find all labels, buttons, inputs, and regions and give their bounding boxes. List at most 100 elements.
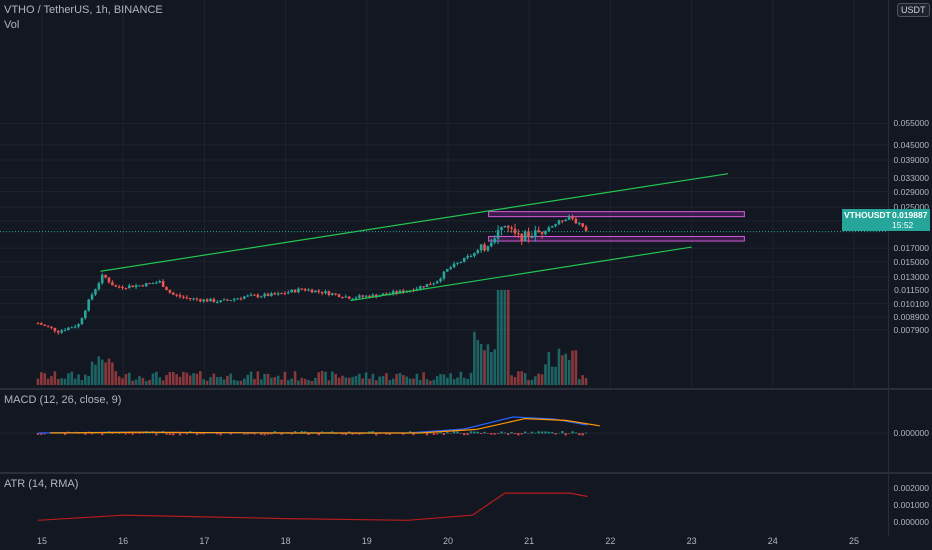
macd-histogram-bar xyxy=(216,433,219,435)
time-tick-label: 20 xyxy=(442,536,454,546)
volume-bar xyxy=(554,366,557,385)
candle-body xyxy=(523,231,527,242)
macd-axis[interactable]: 0.000000 xyxy=(888,390,932,472)
currency-button[interactable]: USDT xyxy=(897,3,930,17)
volume-bar xyxy=(490,352,493,385)
macd-chart[interactable] xyxy=(0,390,888,472)
volume-bar xyxy=(462,377,466,385)
price-chart[interactable] xyxy=(0,0,888,388)
volume-bar xyxy=(50,376,53,385)
price-chart-pane[interactable]: VTHO / TetherUS, 1h, BINANCE Vol xyxy=(0,0,888,388)
volume-bar xyxy=(104,362,107,385)
macd-histogram-bar xyxy=(584,432,588,434)
candle-body xyxy=(195,298,199,300)
volume-bar xyxy=(158,377,162,385)
volume-legend[interactable]: Vol xyxy=(4,19,20,31)
volume-bar xyxy=(469,372,473,385)
macd-histogram-bar xyxy=(473,431,476,434)
candle-body xyxy=(290,289,293,293)
price-tick-label: 0.029000 xyxy=(893,186,929,197)
volume-bar xyxy=(405,376,409,385)
candle-body xyxy=(490,242,493,247)
volume-bar xyxy=(540,374,544,385)
volume-bar xyxy=(520,371,524,385)
candle-body xyxy=(314,290,317,293)
atr-chart[interactable] xyxy=(0,474,888,534)
macd-histogram-bar xyxy=(63,433,67,435)
candle-body xyxy=(253,294,256,296)
price-tick-label: 0.007900 xyxy=(893,324,929,335)
volume-bar xyxy=(354,375,358,385)
volume-bar xyxy=(388,380,392,385)
macd-histogram-bar xyxy=(134,433,138,434)
price-axis[interactable]: 0.055000 0.045000 0.039000 0.033000 0.029000… xyxy=(888,0,932,388)
candle-body xyxy=(473,253,476,256)
candle-body xyxy=(67,327,70,331)
candle-body xyxy=(46,325,50,327)
time-axis-settings-corner[interactable] xyxy=(888,534,932,550)
atr-axis[interactable]: 0.002000 0.001000 0.000000 xyxy=(888,474,932,536)
candle-body xyxy=(215,301,219,303)
macd-tick-label: 0.000000 xyxy=(893,428,929,438)
volume-bar xyxy=(527,380,530,385)
price-tag-value: 0.019887 xyxy=(892,210,928,220)
volume-bar xyxy=(341,375,344,385)
candle-body xyxy=(317,290,321,292)
volume-bar xyxy=(412,378,415,385)
macd-pane[interactable]: MACD (12, 26, close, 9) xyxy=(0,390,888,472)
volume-bar xyxy=(246,374,250,385)
volume-bar xyxy=(94,364,97,385)
volume-bar xyxy=(442,374,446,385)
candle-body xyxy=(56,331,60,333)
candle-body xyxy=(432,283,436,285)
volume-bar xyxy=(36,378,40,385)
candle-body xyxy=(324,291,327,294)
candle-body xyxy=(466,256,469,258)
volume-bar xyxy=(385,373,388,385)
atr-pane[interactable]: ATR (14, RMA) xyxy=(0,474,888,534)
atr-legend[interactable]: ATR (14, RMA) xyxy=(4,478,79,490)
macd-histogram-bar xyxy=(574,432,578,434)
macd-histogram-bar xyxy=(435,433,439,435)
pane-separator[interactable] xyxy=(0,472,932,474)
volume-bar xyxy=(229,373,233,385)
volume-bar xyxy=(124,374,128,385)
macd-histogram-bar xyxy=(111,433,114,434)
macd-histogram-bar xyxy=(503,432,507,434)
macd-line xyxy=(37,416,588,434)
candle-body xyxy=(385,293,388,295)
candle-body xyxy=(500,227,503,231)
macd-histogram-bar xyxy=(449,433,452,434)
macd-histogram-bar xyxy=(351,433,354,435)
candle-body xyxy=(330,293,334,296)
macd-histogram-bar xyxy=(155,433,158,436)
volume-bar xyxy=(222,379,226,385)
macd-histogram-bar xyxy=(557,432,561,434)
volume-bar xyxy=(391,378,395,385)
macd-histogram-bar xyxy=(307,433,310,436)
candle-body xyxy=(209,298,212,302)
volume-bar xyxy=(378,376,381,385)
volume-bar xyxy=(111,362,114,385)
symbol-legend[interactable]: VTHO / TetherUS, 1h, BINANCE xyxy=(4,4,163,16)
candle-body xyxy=(50,326,53,328)
macd-histogram-bar xyxy=(141,433,145,434)
volume-bar xyxy=(557,348,561,385)
volume-bar xyxy=(43,373,47,385)
volume-bar xyxy=(178,376,182,385)
volume-bar xyxy=(513,377,517,385)
volume-bar xyxy=(435,376,439,385)
volume-bar xyxy=(550,366,554,385)
candle-body xyxy=(422,286,425,288)
volume-bar xyxy=(493,349,496,385)
volume-bar xyxy=(239,380,243,385)
volume-bar xyxy=(276,375,280,385)
volume-bar xyxy=(337,377,341,385)
volume-bar xyxy=(182,371,185,385)
candle-body xyxy=(226,299,229,301)
pane-separator[interactable] xyxy=(0,388,932,390)
candle-body xyxy=(73,326,77,328)
macd-legend[interactable]: MACD (12, 26, close, 9) xyxy=(4,394,122,406)
volume-bar xyxy=(300,377,304,385)
macd-histogram-bar xyxy=(131,433,134,435)
